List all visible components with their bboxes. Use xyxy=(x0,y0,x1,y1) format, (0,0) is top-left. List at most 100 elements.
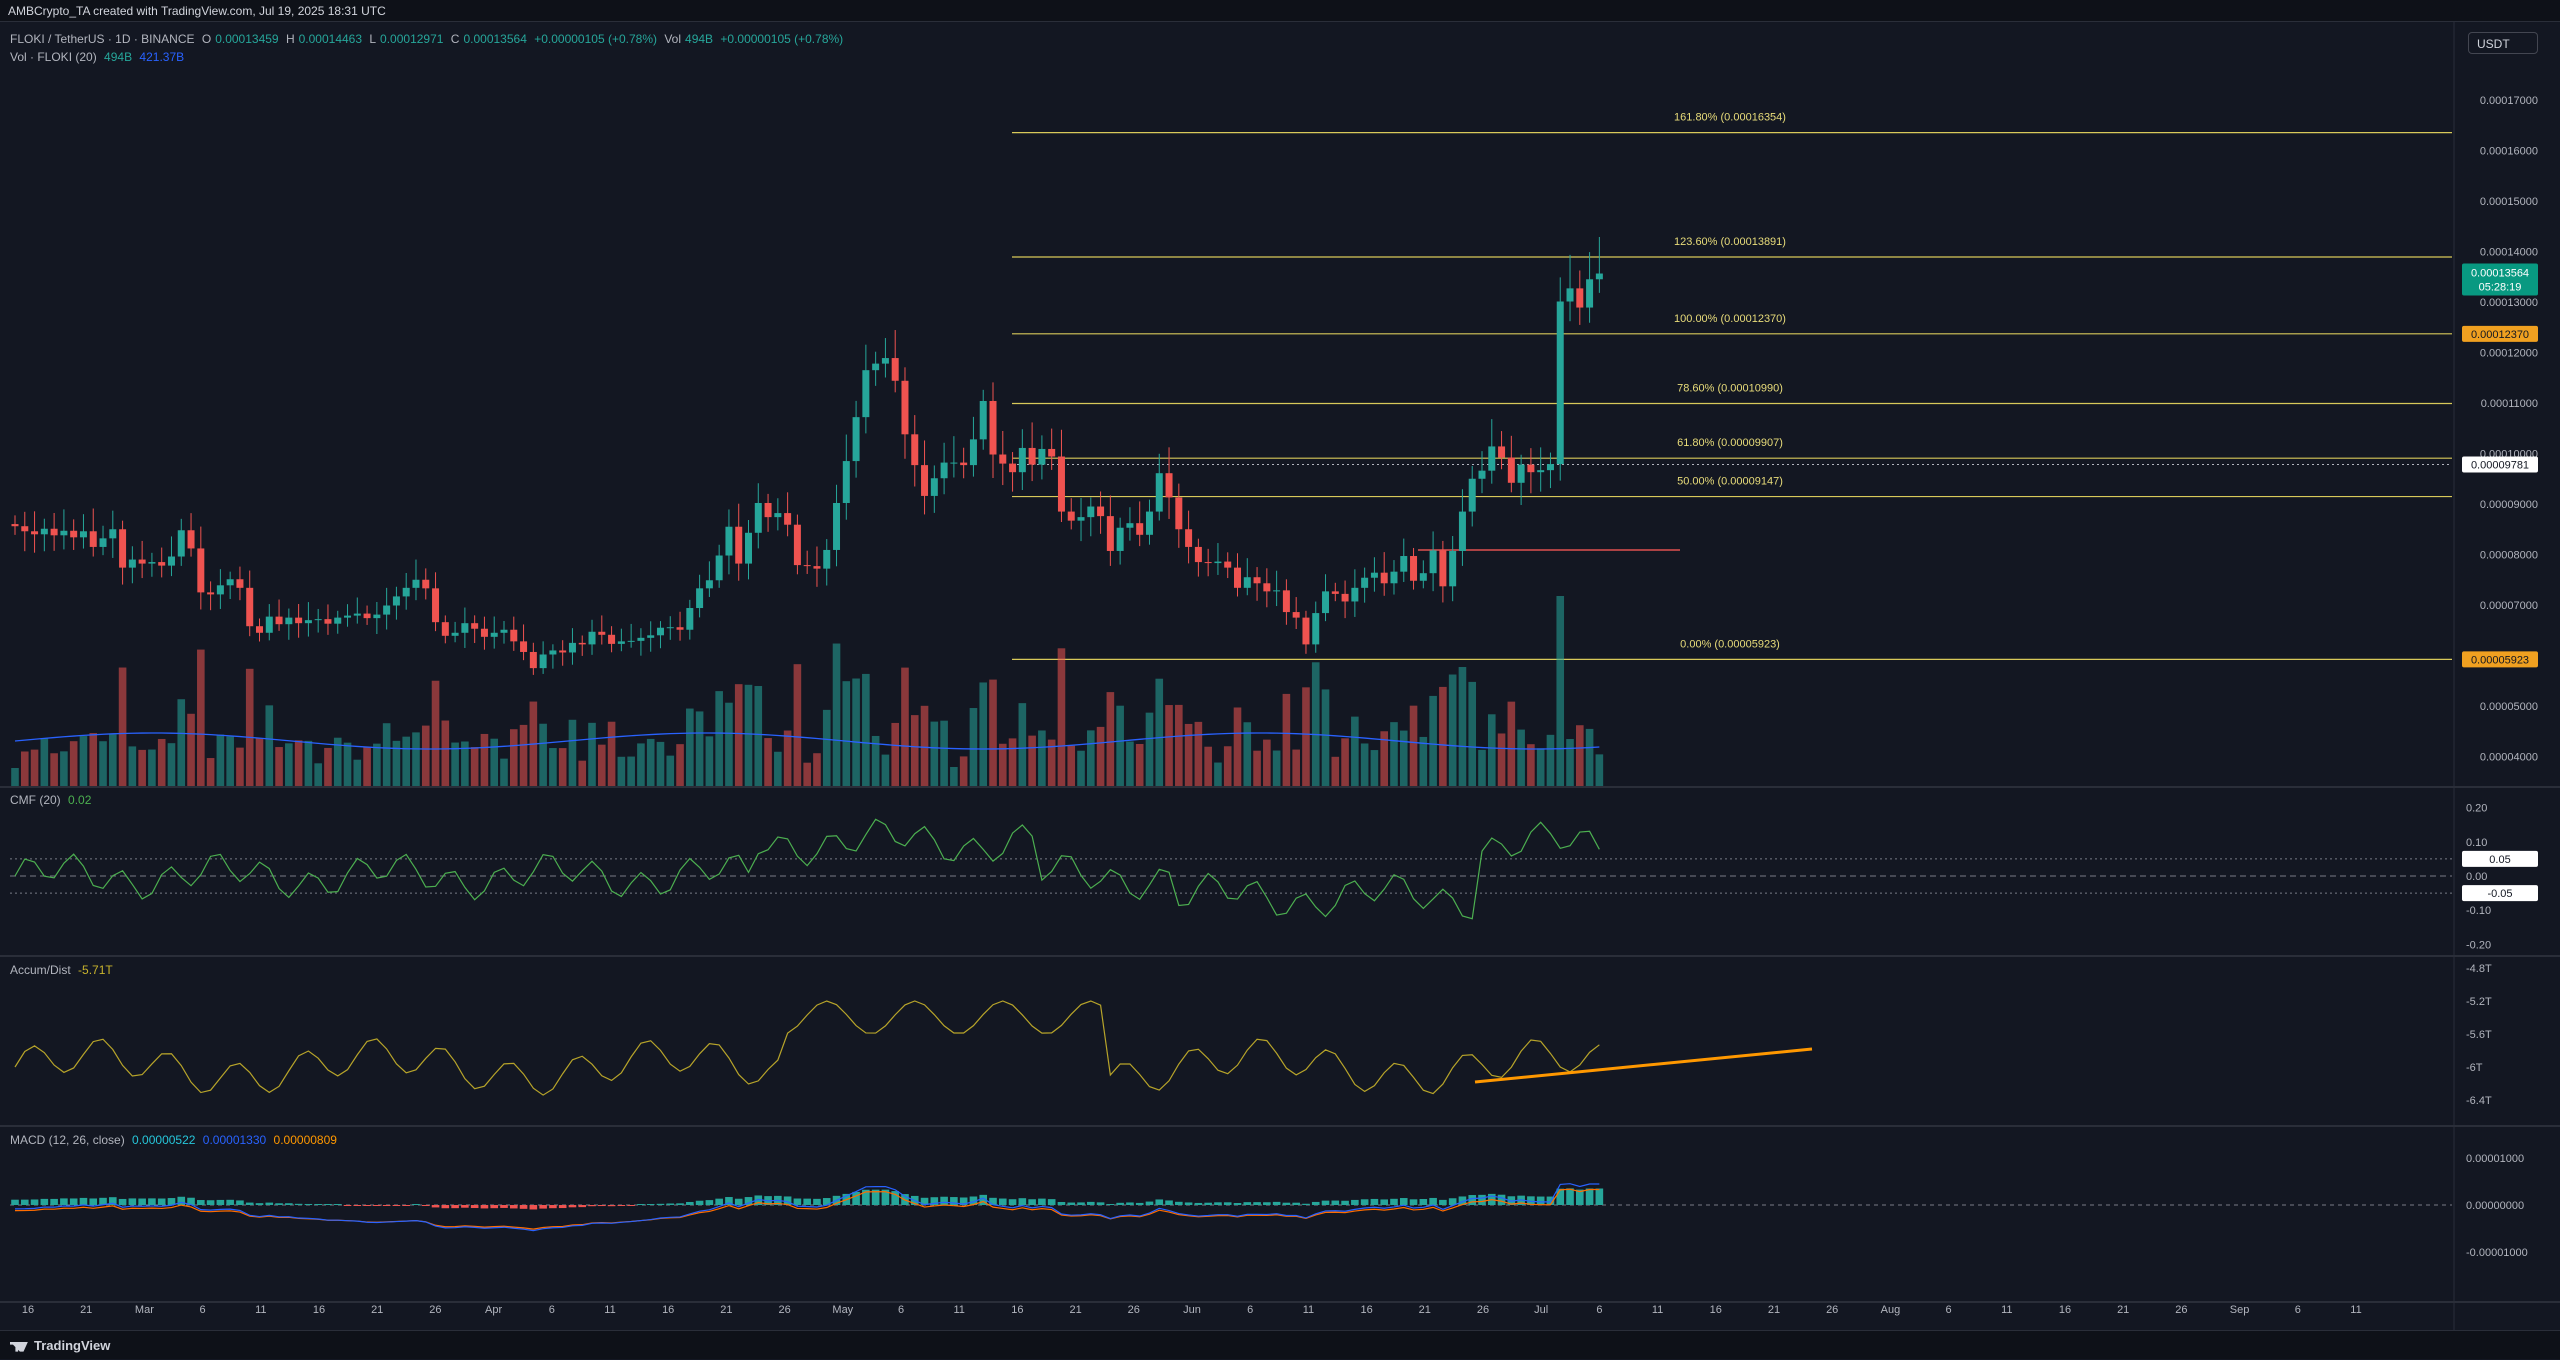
candle-body xyxy=(1370,572,1378,578)
time-axis-label: 11 xyxy=(2001,1304,2012,1316)
candle-body xyxy=(725,526,733,556)
volume-bar xyxy=(998,743,1007,786)
macd-histogram-bar xyxy=(402,1205,410,1206)
volume-bar xyxy=(148,749,156,786)
volume-bar xyxy=(813,753,821,786)
macd-histogram-bar xyxy=(216,1199,225,1205)
candle-body xyxy=(1048,448,1056,457)
macd-histogram-bar xyxy=(627,1205,635,1206)
macd-histogram-bar xyxy=(128,1198,137,1205)
macd-histogram-bar xyxy=(1468,1195,1477,1205)
attribution-text: AMBCrypto_TA created with TradingView.co… xyxy=(8,4,386,18)
volume-bar xyxy=(382,723,391,786)
macd-histogram-bar xyxy=(1448,1198,1457,1205)
candle-body xyxy=(1429,550,1437,574)
volume-bar xyxy=(226,736,234,786)
macd-histogram-bar xyxy=(50,1198,58,1205)
volume-bar xyxy=(1155,678,1164,786)
volume-bar xyxy=(725,702,733,786)
volume-bar xyxy=(979,682,988,786)
volume-bar xyxy=(490,738,499,786)
volume-bar xyxy=(265,705,274,786)
macd-histogram-bar xyxy=(324,1204,332,1205)
candle-body xyxy=(1273,590,1281,592)
macd-histogram-bar xyxy=(1067,1202,1076,1205)
macd-histogram-bar xyxy=(333,1204,342,1205)
macd-histogram-bar xyxy=(1360,1199,1369,1205)
volume-bar xyxy=(255,738,264,786)
candle-body xyxy=(1155,473,1163,512)
candle-body xyxy=(275,616,283,625)
macd-histogram-bar xyxy=(1399,1198,1408,1205)
volume-bar xyxy=(1057,648,1066,786)
candle-body xyxy=(833,502,841,550)
candle-body xyxy=(471,623,479,629)
candle-body xyxy=(314,619,322,621)
volume-bar xyxy=(1507,701,1516,786)
candle-body xyxy=(441,622,449,636)
candle-body xyxy=(383,605,391,615)
candle-body xyxy=(872,363,880,371)
candles-group xyxy=(11,236,1603,675)
macd-histogram-bar xyxy=(275,1203,283,1205)
candle-body xyxy=(31,531,39,535)
volume-legend: Vol · FLOKI (20) 494B 421.37B xyxy=(10,50,188,64)
macd-histogram-bar xyxy=(568,1205,577,1208)
candle-body xyxy=(344,615,352,618)
macd-histogram-bar xyxy=(1204,1202,1212,1205)
candle-body xyxy=(79,531,87,538)
volume-bar xyxy=(539,723,547,786)
macd-histogram-bar xyxy=(11,1199,19,1205)
macd-histogram-bar xyxy=(656,1203,665,1205)
macd-histogram-bar xyxy=(148,1198,156,1205)
macd-histogram-bar xyxy=(40,1198,49,1205)
candle-body xyxy=(1028,447,1036,465)
price-tick-label: 0.00007000 xyxy=(2480,600,2538,612)
candle-body xyxy=(1439,550,1447,587)
macd-histogram-bar xyxy=(1302,1203,1310,1205)
time-axis-label: 11 xyxy=(1652,1304,1663,1316)
macd-histogram-bar xyxy=(1155,1199,1164,1205)
time-axis-label: Jul xyxy=(1534,1304,1548,1316)
macd-histogram-bar xyxy=(1351,1199,1359,1205)
current-price-label: 0.00013564 xyxy=(2471,268,2529,280)
candle-body xyxy=(774,513,782,518)
price-tick-label: 0.00015000 xyxy=(2480,196,2538,208)
volume-bar xyxy=(402,736,410,786)
macd-histogram-bar xyxy=(783,1196,792,1205)
macd-histogram-bar xyxy=(226,1199,234,1205)
volume-bar xyxy=(167,743,176,786)
macd-histogram-bar xyxy=(363,1205,371,1206)
macd-histogram-bar xyxy=(1478,1194,1486,1205)
macd-histogram-bar xyxy=(1331,1200,1340,1205)
quote-currency-selector[interactable]: USDT xyxy=(2468,32,2538,54)
macd-histogram-bar xyxy=(79,1197,88,1205)
volume-bar xyxy=(1165,705,1173,786)
volume-bar xyxy=(754,686,763,786)
volume-bar xyxy=(617,756,626,786)
time-axis-label: 21 xyxy=(371,1304,383,1316)
cmf-title: CMF (20) xyxy=(10,793,61,807)
macd-histogram-bar xyxy=(529,1205,538,1210)
volume-bar xyxy=(197,649,205,786)
volume-bar xyxy=(109,734,117,786)
volume-bar xyxy=(69,741,78,786)
price-tick-label: 0.00017000 xyxy=(2480,95,2538,107)
volume-bar xyxy=(1253,750,1261,786)
candle-body xyxy=(1390,571,1398,584)
volume-bar xyxy=(1321,689,1330,786)
candle-body xyxy=(167,556,175,566)
candle-body xyxy=(99,538,107,547)
candle-body xyxy=(11,524,19,527)
footer-bar: TradingView xyxy=(0,1330,2560,1359)
cmf-line xyxy=(14,818,1600,920)
volume-bar xyxy=(1380,731,1388,786)
volume-bar xyxy=(803,762,811,786)
candle-body xyxy=(1537,470,1545,473)
candle-body xyxy=(745,532,752,564)
candle-body xyxy=(989,400,997,455)
candle-body xyxy=(1116,527,1124,551)
cmf-tick-label: 0.10 xyxy=(2466,837,2487,849)
macd-line xyxy=(14,1183,1600,1232)
